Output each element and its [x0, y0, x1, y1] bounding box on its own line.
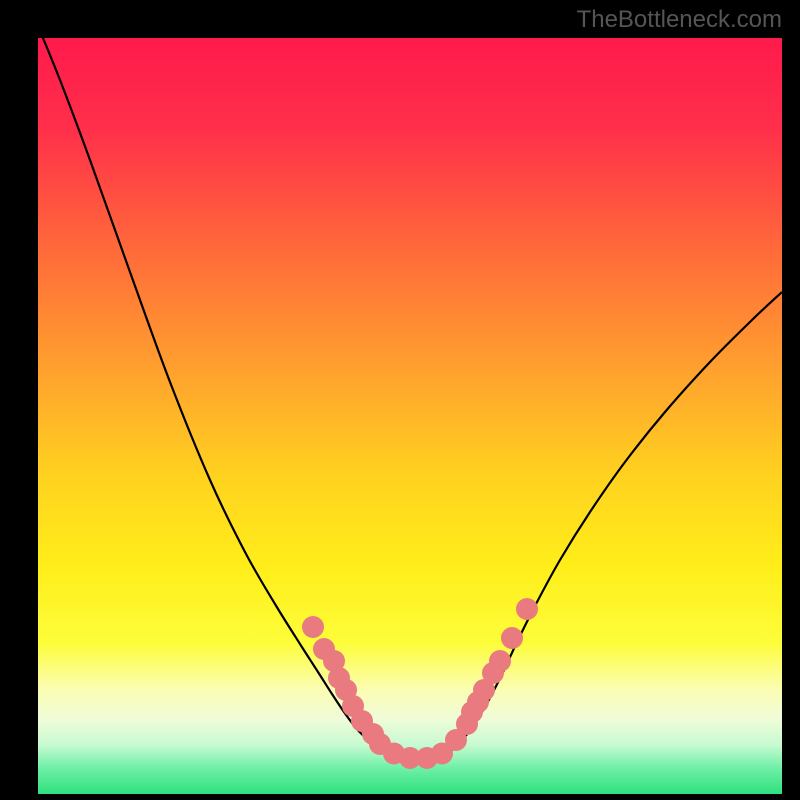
- plot-area: [38, 38, 782, 794]
- gradient-background: [38, 38, 782, 794]
- watermark-text: TheBottleneck.com: [577, 6, 782, 34]
